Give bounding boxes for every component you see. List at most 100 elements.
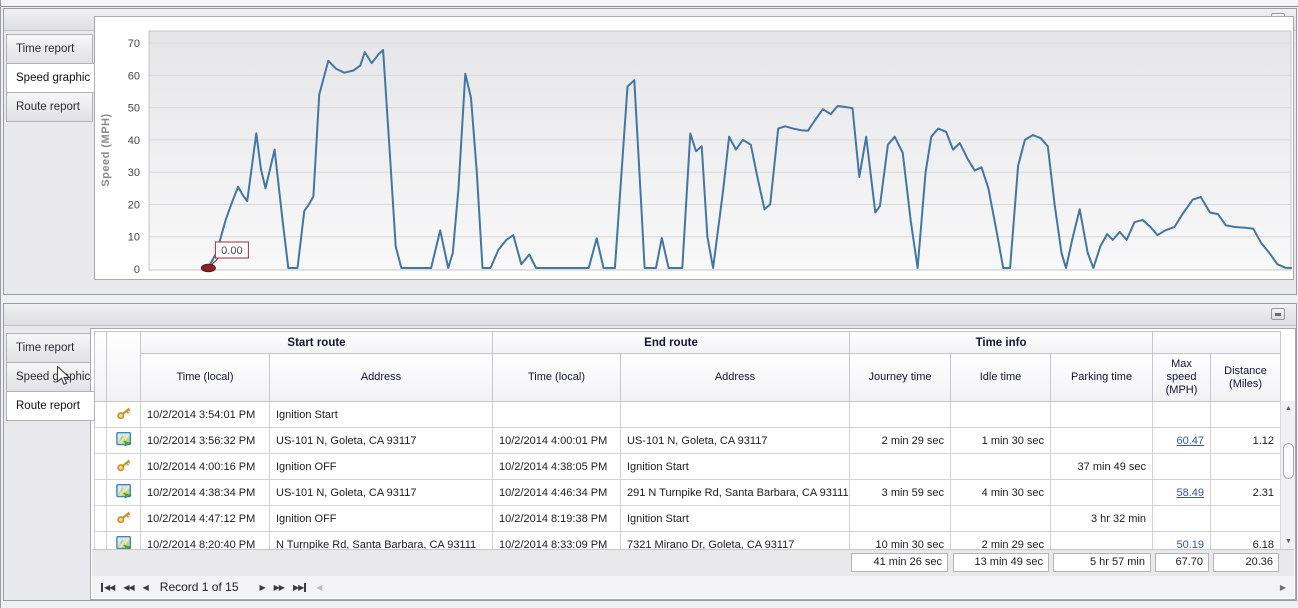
tab-route-report[interactable]: Route report bbox=[6, 92, 93, 122]
table-body: 10/2/2014 3:54:01 PM Ignition Start 10/2/2… bbox=[94, 401, 1282, 558]
svg-text:10: 10 bbox=[128, 232, 140, 244]
speed-graphic-panel: Time report Speed graphic Route report 0… bbox=[3, 8, 1297, 295]
collapse-bar bbox=[1275, 313, 1281, 316]
route-report-panel: Time report Speed graphic Route report S… bbox=[3, 303, 1297, 601]
hscroll-right-icon[interactable]: ▶ bbox=[1279, 582, 1286, 592]
route-panel-header bbox=[4, 304, 1296, 326]
table-row[interactable]: 10/2/2014 3:54:01 PM Ignition Start bbox=[94, 401, 1282, 428]
tab-speed-graphic[interactable]: Speed graphic bbox=[6, 362, 93, 392]
cell-max-speed bbox=[1152, 401, 1212, 428]
col-max-speed[interactable]: Max speed (MPH) bbox=[1152, 353, 1212, 402]
cell-distance bbox=[1210, 505, 1282, 532]
cell-max-speed: 58.49 bbox=[1152, 479, 1212, 506]
cell-start-address: US-101 N, Goleta, CA 93117 bbox=[269, 427, 493, 454]
cell-parking-time bbox=[1050, 427, 1154, 454]
col-start-time[interactable]: Time (local) bbox=[140, 353, 270, 402]
last-record-button[interactable]: ▶▶ bbox=[293, 582, 307, 592]
cell-max-speed bbox=[1152, 505, 1212, 532]
col-end-address[interactable]: Address bbox=[619, 353, 851, 402]
scroll-up-icon[interactable]: ▲ bbox=[1281, 401, 1295, 416]
row-indicator bbox=[94, 479, 107, 506]
hscroll-left-icon[interactable]: ◀ bbox=[316, 582, 323, 592]
table-row[interactable]: 10/2/2014 4:00:16 PM Ignition OFF 10/2/201… bbox=[94, 453, 1282, 480]
group-start-route[interactable]: Start route bbox=[140, 331, 493, 354]
ignition-key-icon bbox=[106, 401, 141, 428]
bottom-report-tabs: Time report Speed graphic Route report bbox=[6, 333, 96, 421]
tab-route-report[interactable]: Route report bbox=[6, 391, 95, 421]
col-end-time[interactable]: Time (local) bbox=[492, 353, 621, 402]
table-row[interactable]: 10/2/2014 4:38:34 PM US-101 N, Goleta, CA… bbox=[94, 479, 1282, 506]
prev-record-button[interactable]: ◀ bbox=[142, 582, 149, 592]
cell-end-time bbox=[492, 401, 621, 428]
svg-text:50: 50 bbox=[128, 103, 140, 115]
cell-max-speed bbox=[1152, 453, 1212, 480]
ignition-key-icon bbox=[106, 453, 141, 480]
vertical-scrollbar[interactable]: ▲ ▼ bbox=[1280, 401, 1295, 549]
record-counter: Record 1 of 15 bbox=[159, 580, 239, 594]
ignition-key-icon bbox=[106, 505, 141, 532]
row-indicator-header bbox=[94, 331, 107, 402]
cell-journey-time: 3 min 59 sec bbox=[849, 479, 952, 506]
cell-idle-time bbox=[950, 453, 1052, 480]
col-idle-time[interactable]: Idle time bbox=[950, 353, 1052, 402]
table-row[interactable]: 10/2/2014 4:47:12 PM Ignition OFF 10/2/201… bbox=[94, 505, 1282, 532]
prev-page-button[interactable]: ◀◀ bbox=[123, 582, 134, 592]
summary-idle-time: 13 min 49 sec bbox=[953, 553, 1049, 572]
cell-parking-time bbox=[1050, 401, 1154, 428]
speed-chart-svg: 0 10 20 30 40 50 60 70 Speed (MPH) 0.00 bbox=[100, 30, 1292, 276]
col-parking-time[interactable]: Parking time bbox=[1050, 353, 1154, 402]
cell-parking-time bbox=[1050, 479, 1154, 506]
scrollbar-thumb[interactable] bbox=[1282, 443, 1294, 479]
max-speed-link[interactable]: 60.47 bbox=[1176, 434, 1205, 447]
record-navigator: ◀◀ ◀◀ ◀ Record 1 of 15 ▶ ▶▶ ▶▶ ◀ ▶ bbox=[92, 576, 1294, 598]
cell-end-time: 10/2/2014 4:38:05 PM bbox=[492, 453, 621, 480]
route-map-icon bbox=[106, 427, 141, 454]
cell-end-address: 291 N Turnpike Rd, Santa Barbara, CA 931… bbox=[619, 479, 851, 506]
icon-column-header bbox=[106, 331, 141, 402]
group-end-route[interactable]: End route bbox=[491, 331, 851, 354]
cell-end-time: 10/2/2014 4:46:34 PM bbox=[492, 479, 621, 506]
cell-journey-time: 2 min 29 sec bbox=[849, 427, 952, 454]
cell-end-time: 10/2/2014 4:00:01 PM bbox=[492, 427, 621, 454]
tab-speed-graphic[interactable]: Speed graphic bbox=[6, 63, 95, 93]
max-speed-link[interactable]: 50.19 bbox=[1176, 538, 1205, 551]
group-time-info[interactable]: Time info bbox=[849, 331, 1154, 354]
cell-start-time: 10/2/2014 3:54:01 PM bbox=[140, 401, 270, 428]
tab-time-report[interactable]: Time report bbox=[6, 333, 93, 363]
first-record-button[interactable]: ◀◀ bbox=[101, 582, 115, 592]
cell-distance bbox=[1210, 453, 1282, 480]
collapse-icon[interactable] bbox=[1271, 308, 1285, 320]
col-journey-time[interactable]: Journey time bbox=[849, 353, 952, 402]
cell-start-time: 10/2/2014 4:38:34 PM bbox=[140, 479, 270, 506]
cell-idle-time: 4 min 30 sec bbox=[950, 479, 1052, 506]
col-distance[interactable]: Distance (Miles) bbox=[1210, 353, 1282, 402]
cell-idle-time bbox=[950, 505, 1052, 532]
summary-journey-time: 41 min 26 sec bbox=[851, 553, 948, 572]
svg-text:30: 30 bbox=[128, 167, 140, 179]
cell-start-time: 10/2/2014 4:47:12 PM bbox=[140, 505, 270, 532]
svg-text:0: 0 bbox=[134, 264, 140, 276]
table-row[interactable]: 10/2/2014 3:56:32 PM US-101 N, Goleta, CA… bbox=[94, 427, 1282, 454]
col-start-address[interactable]: Address bbox=[269, 353, 493, 402]
svg-text:20: 20 bbox=[128, 199, 140, 211]
top-report-tabs: Time report Speed graphic Route report bbox=[6, 34, 96, 122]
svg-text:60: 60 bbox=[128, 70, 140, 82]
svg-text:Speed (MPH): Speed (MPH) bbox=[100, 113, 112, 186]
max-speed-link[interactable]: 58.49 bbox=[1176, 486, 1205, 499]
summary-row: 41 min 26 sec 13 min 49 sec 5 hr 57 min … bbox=[92, 549, 1294, 576]
row-indicator bbox=[94, 505, 107, 532]
group-empty bbox=[1152, 331, 1282, 354]
cell-distance: 2.31 bbox=[1210, 479, 1282, 506]
tab-time-report[interactable]: Time report bbox=[6, 34, 93, 64]
svg-text:0.00: 0.00 bbox=[221, 245, 242, 257]
next-page-button[interactable]: ▶▶ bbox=[273, 582, 285, 592]
cell-end-address: Ignition Start bbox=[619, 453, 851, 480]
cell-start-address: Ignition OFF bbox=[269, 453, 493, 480]
cell-distance bbox=[1210, 401, 1282, 428]
row-indicator bbox=[94, 401, 107, 428]
route-grid: Start route End route Time info Time (lo… bbox=[94, 331, 1282, 558]
summary-max-speed: 67.70 bbox=[1155, 553, 1209, 572]
window-top-strip bbox=[1, 0, 1298, 7]
next-record-button[interactable]: ▶ bbox=[259, 582, 266, 592]
scroll-down-icon[interactable]: ▼ bbox=[1281, 534, 1295, 549]
